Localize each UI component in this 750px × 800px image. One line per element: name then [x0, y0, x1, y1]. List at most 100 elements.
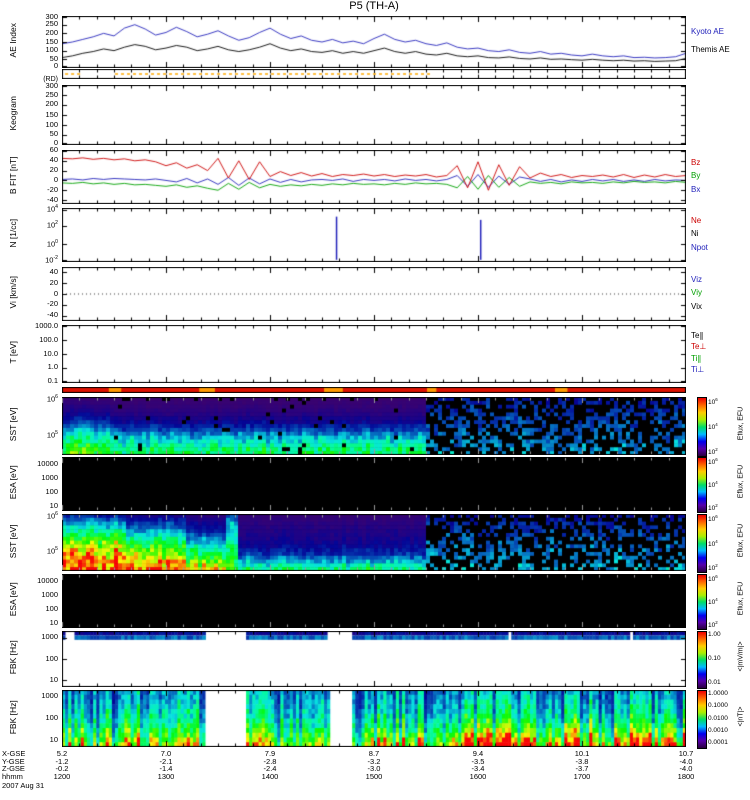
ytick-bfit-4: -20	[47, 184, 58, 194]
right-label-ae-1: Themis AE	[691, 44, 730, 54]
colorbar-fbk-e	[697, 631, 707, 689]
ytick-fbk-b-1: 100	[45, 713, 58, 722]
footer-value-3-2: 1400	[261, 772, 279, 781]
colorbar-esa-ion	[697, 574, 707, 630]
footer-value-0-5: 10.1	[574, 749, 590, 758]
ytick-fbk-e-1: 100	[45, 653, 58, 663]
footer-value-3-0: 1200	[53, 772, 71, 781]
panel-sst-electron	[62, 397, 686, 455]
right-label-bfit-1: By	[691, 171, 701, 180]
ytick-velocity-4: -40	[47, 310, 58, 320]
ytick-esa-electron-0: 10000	[37, 458, 58, 468]
ytick-ae-1: 250	[45, 19, 58, 29]
footer-value-0-4: 9.4	[472, 749, 484, 758]
colorbar-title-fbk-b: <|nT|>	[737, 706, 745, 726]
ytick-sst-electron-1: 105	[46, 429, 58, 440]
ytick-velocity-1: 20	[49, 277, 58, 287]
colorbar-esa-electron	[697, 457, 707, 513]
footer-date: 2007 Aug 31	[2, 781, 45, 790]
colorbar-label-esa-electron-2: 102	[708, 503, 718, 513]
panel-temperature	[62, 325, 686, 383]
ytick-velocity-3: -20	[47, 299, 58, 309]
footer-value-0-6: 10.7	[678, 749, 694, 758]
footer-value-1-4: -3.5	[471, 757, 485, 766]
footer-value-3-6: 1800	[677, 772, 695, 781]
colorbar-label-sst-electron-2: 102	[708, 447, 718, 457]
footer-value-2-1: -1.4	[159, 764, 173, 773]
footer-value-1-5: -3.8	[575, 757, 589, 766]
right-label-density-1: Ni	[691, 229, 699, 238]
ytick-keogram-3: 150	[45, 109, 58, 119]
colorbar-label-esa-electron-0: 106	[708, 457, 718, 467]
ytick-ae-0: 300	[45, 11, 58, 21]
colorbar-label-fbk-b-3: 0.0010	[708, 726, 728, 734]
panel-survey-bar	[62, 69, 686, 79]
colorbar-label-sst-ion-2: 102	[708, 563, 718, 573]
panel-esa-electron	[62, 457, 686, 511]
panel-keogram	[62, 85, 686, 145]
colorbar-label-fbk-e-0: 1.00	[708, 631, 721, 638]
ytick-velocity-2: 0	[53, 288, 58, 298]
footer-value-0-2: 7.9	[264, 749, 276, 758]
ytick-bfit-3: 0	[53, 174, 58, 184]
ytick-ae-2: 200	[45, 27, 58, 37]
footer-value-1-1: -2.1	[159, 757, 173, 766]
ytick-esa-electron-2: 100	[45, 487, 58, 497]
ytick-fbk-e-2: 10	[49, 674, 58, 684]
colorbar-sst-ion	[697, 514, 707, 573]
colorbar-label-fbk-b-0: 1.0000	[708, 690, 728, 697]
ytick-esa-ion-1: 1000	[41, 589, 58, 599]
footer-value-2-2: -2.4	[263, 764, 277, 773]
panel-fbk-b	[62, 690, 686, 747]
footer-value-2-0: -0.2	[55, 764, 69, 773]
right-label-bfit-2: Bx	[691, 184, 701, 194]
footer-value-0-3: 8.7	[368, 749, 380, 758]
ytick-esa-ion-0: 10000	[37, 575, 58, 585]
ytick-bfit-1: 40	[49, 155, 58, 165]
panel-esa-ion	[62, 574, 686, 628]
right-label-density-0: Ne	[691, 215, 702, 225]
footer-value-1-3: -3.2	[367, 757, 381, 766]
ytick-density-3: 10-2	[45, 254, 58, 265]
panel-sst-ion	[62, 514, 686, 571]
footer-value-0-0: 5.2	[56, 749, 68, 758]
right-label-velocity-1: Viy	[691, 288, 702, 297]
ytick-fbk-b-0: 1000	[41, 691, 58, 701]
ytick-bfit-5: -40	[47, 194, 58, 204]
ytick-keogram-5: 50	[49, 129, 58, 139]
colorbar-label-fbk-b-4: 0.0001	[708, 739, 728, 746]
ytick-sst-ion-1: 105	[46, 546, 58, 556]
right-label-temperature-2: Ti∥	[691, 353, 702, 363]
right-label-velocity-2: Vix	[691, 301, 702, 311]
panel-velocity	[62, 267, 686, 321]
ytick-keogram-1: 250	[45, 89, 58, 99]
footer-value-1-0: -1.2	[55, 757, 69, 766]
ytick-temperature-0: 1000.0	[35, 320, 58, 330]
ytick-density-2: 100	[46, 238, 58, 249]
right-label-temperature-3: Ti⊥	[691, 365, 705, 375]
ytick-density-1: 102	[46, 220, 58, 230]
ytick-bfit-2: 20	[49, 165, 58, 175]
panel-quality-bar	[62, 387, 686, 393]
footer-value-2-6: -4.0	[679, 764, 693, 773]
panel-fbk-e	[62, 631, 686, 687]
footer-value-1-2: -2.8	[263, 757, 277, 766]
ytick-velocity-0: 40	[49, 266, 58, 276]
ytick-fbk-e-0: 1000	[41, 632, 58, 642]
footer-value-0-1: 7.0	[160, 749, 172, 758]
plot-title: P5 (TH-A)	[349, 0, 399, 12]
right-label-velocity-0: Viz	[691, 274, 702, 284]
corner-label-keogram: (RD)	[43, 76, 58, 83]
right-label-bfit-0: Bz	[691, 157, 701, 167]
footer-row-label-3: hhmm	[2, 772, 23, 781]
ytick-keogram-6: 0	[53, 138, 58, 148]
ytick-temperature-2: 10.0	[43, 348, 58, 358]
ytick-esa-ion-3: 10	[49, 618, 58, 628]
colorbar-label-esa-ion-1: 104	[708, 597, 718, 607]
ytick-fbk-b-2: 10	[49, 734, 58, 744]
footer-value-3-5: 1700	[573, 772, 591, 781]
colorbar-sst-electron	[697, 397, 707, 457]
ytick-esa-ion-2: 100	[45, 604, 58, 614]
footer-row-label-0: X-GSE	[2, 749, 26, 758]
colorbar-label-esa-ion-0: 106	[708, 574, 718, 584]
